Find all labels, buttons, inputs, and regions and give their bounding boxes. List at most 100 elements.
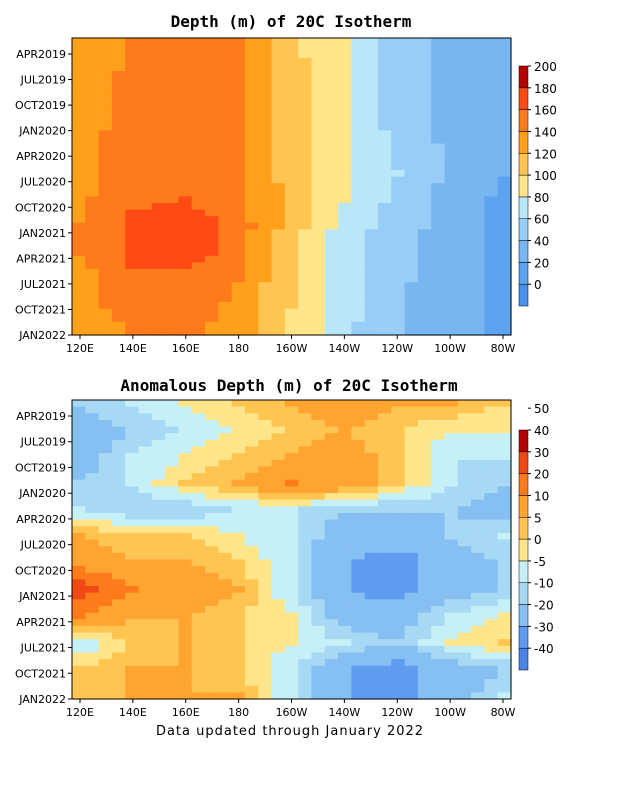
heatmap-cell (457, 64, 472, 72)
heatmap-cell (457, 439, 472, 448)
heatmap-cell (111, 532, 126, 541)
heatmap-cell (231, 645, 246, 654)
heatmap-cell (391, 308, 406, 316)
heatmap-cell (417, 123, 432, 131)
heatmap-cell (218, 426, 233, 434)
heatmap-cell (364, 308, 379, 316)
heatmap-cell (231, 486, 246, 494)
heatmap-cell (298, 652, 313, 660)
heatmap-cell (231, 328, 246, 336)
heatmap-cell (205, 104, 219, 112)
colorbar-label: 120 (534, 147, 557, 161)
heatmap-cell (85, 196, 100, 204)
heatmap-cell (298, 137, 313, 145)
heatmap-cell (377, 110, 392, 118)
heatmap-cell (125, 275, 140, 283)
heatmap-cell (72, 526, 86, 534)
heatmap-cell (324, 532, 339, 541)
heatmap-cell (258, 308, 273, 316)
heatmap-cell (72, 566, 86, 574)
heatmap-cell (151, 64, 166, 72)
heatmap-cell (191, 249, 206, 257)
heatmap-cell (351, 203, 366, 211)
heatmap-cell (205, 506, 219, 514)
heatmap-cell (351, 685, 366, 693)
heatmap-cell (431, 519, 446, 527)
heatmap-cell (444, 612, 459, 620)
heatmap-cell (98, 679, 113, 687)
heatmap-cell (271, 586, 286, 594)
heatmap-cell (98, 619, 113, 627)
heatmap-cell (391, 51, 406, 59)
heatmap-cell (444, 123, 459, 131)
heatmap-cell (178, 419, 193, 428)
heatmap-cell (311, 38, 326, 46)
heatmap-cell (364, 203, 379, 211)
heatmap-cell (377, 479, 392, 487)
heatmap-cell (191, 156, 206, 164)
heatmap-cell (111, 512, 126, 521)
heatmap-cell (457, 97, 472, 105)
heatmap-cell (111, 572, 126, 580)
heatmap-cell (258, 64, 273, 72)
heatmap-cell (165, 526, 180, 534)
heatmap-cell (391, 519, 406, 527)
heatmap-cell (165, 236, 180, 244)
heatmap-cell (138, 679, 153, 687)
heatmap-cell (72, 632, 86, 640)
heatmap-cell (191, 77, 206, 85)
heatmap-cell (311, 692, 326, 700)
heatmap-cell (298, 321, 313, 329)
heatmap-cell (298, 302, 313, 310)
heatmap-cell (298, 236, 313, 244)
heatmap-cell (417, 506, 432, 514)
heatmap-cell (125, 466, 140, 474)
heatmap-cell (351, 150, 366, 158)
heatmap-cell (404, 579, 419, 587)
heatmap-cell (417, 321, 432, 329)
heatmap-cell (244, 645, 259, 654)
heatmap-cell (431, 249, 446, 257)
heatmap-cell (391, 586, 406, 594)
heatmap-cell (298, 519, 313, 527)
heatmap-cell (457, 466, 472, 474)
heatmap-cell (244, 137, 259, 145)
heatmap-cell (444, 486, 459, 494)
heatmap-cell (391, 612, 406, 620)
heatmap-cell (191, 486, 206, 494)
heatmap-cell (284, 282, 299, 290)
heatmap-cell (391, 572, 406, 580)
heatmap-cell (271, 605, 286, 614)
heatmap-cell (231, 413, 246, 421)
heatmap-cell (351, 302, 366, 310)
heatmap-cell (98, 262, 113, 270)
heatmap-cell (205, 419, 219, 428)
heatmap-cell (138, 519, 153, 527)
heatmap-cell (364, 665, 379, 674)
heatmap-cell (72, 473, 86, 481)
heatmap-cell (138, 262, 153, 270)
heatmap-cell (351, 117, 366, 125)
heatmap-cell (364, 625, 379, 634)
heatmap-cell (417, 586, 432, 594)
heatmap-cell (258, 209, 273, 217)
heatmap-cell (72, 672, 86, 680)
heatmap-cell (377, 288, 392, 296)
heatmap-cell (178, 413, 193, 421)
heatmap-cell (72, 44, 86, 52)
heatmap-cell (271, 645, 286, 654)
heatmap-cell (404, 625, 419, 634)
heatmap-cell (231, 426, 246, 434)
heatmap-cell (284, 288, 299, 296)
heatmap-cell (205, 288, 219, 296)
heatmap-cell (191, 130, 206, 138)
heatmap-cell (244, 236, 259, 244)
heatmap-cell (338, 64, 352, 72)
heatmap-cell (271, 512, 286, 521)
heatmap-cell (151, 566, 166, 574)
heatmap-cell (138, 269, 153, 277)
heatmap-cell (324, 229, 339, 237)
heatmap-cell (364, 57, 379, 65)
heatmap-cell (191, 519, 206, 527)
colorbar-segment (518, 647, 529, 671)
